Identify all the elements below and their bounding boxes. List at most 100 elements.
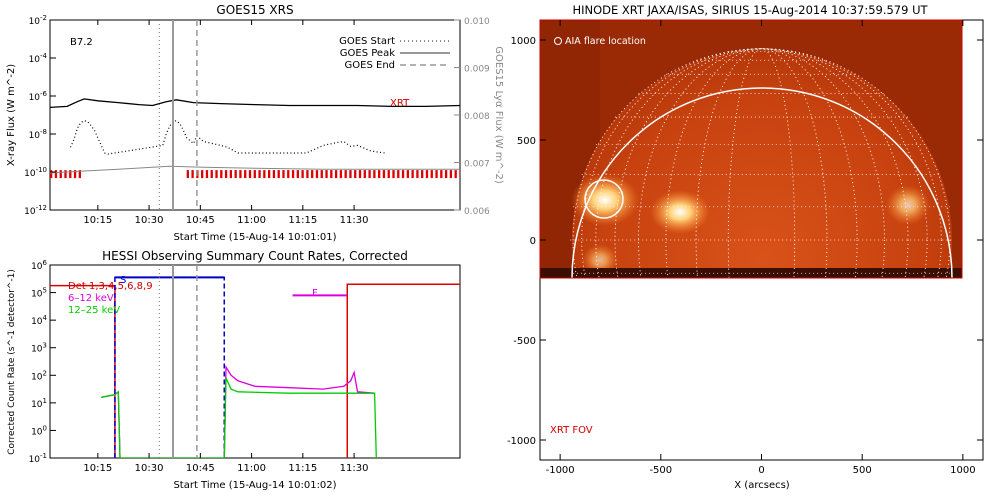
- goes-y-tick-label: 10-2: [29, 14, 47, 27]
- goes-y-tick-label: 10-12: [24, 204, 47, 217]
- goes-y2-tick-label: 0.007: [464, 160, 490, 170]
- xrt-grid-lon: [614, 48, 909, 278]
- goes-red-bar-1: [277, 170, 280, 179]
- xrt-y-tick-label: -500: [513, 336, 536, 347]
- goes-red-bar-1: [220, 170, 223, 179]
- xrt-solar-image: [540, 20, 962, 278]
- goes-red-bar-1: [334, 170, 338, 179]
- hessi-x-label: Start Time (15-Aug-14 10:01:02): [173, 480, 336, 491]
- goes-red-bar-1: [244, 170, 247, 179]
- goes-red-bar-0: [73, 170, 77, 179]
- xrt-grid-lon: [727, 48, 796, 278]
- goes-x-tick-label: 11:30: [340, 215, 369, 226]
- hessi-y-tick-label: 10-1: [29, 452, 47, 465]
- hessi-flag-s: S: [120, 275, 126, 286]
- goes-red-bar-1: [421, 170, 424, 179]
- goes-red-bar-1: [320, 170, 323, 179]
- goes-series-line-0: [50, 98, 460, 109]
- goes-red-bar-1: [234, 170, 237, 179]
- goes-red-bar-1: [373, 170, 376, 179]
- goes-red-bar-1: [229, 170, 233, 179]
- hessi-x-tick-label: 10:45: [186, 463, 215, 474]
- xrt-aia-annotation: AIA flare location: [565, 36, 646, 47]
- goes-red-bar-1: [291, 170, 295, 179]
- goes-red-bar-0: [78, 170, 81, 179]
- goes-red-bar-1: [282, 170, 285, 179]
- goes-y2-label: GOES15 Lyα Flux (W m^-2): [493, 46, 504, 184]
- goes-red-bar-1: [306, 170, 309, 179]
- aia-legend-marker: [554, 37, 562, 45]
- goes-red-bar-1: [401, 170, 405, 179]
- hessi-legend: Det 1,3,4,5,6,8,9 6–12 keV 12–25 keV: [68, 281, 153, 316]
- hessi-panel: HESSI Observing Summary Count Rates, Cor…: [7, 249, 461, 491]
- xrt-y-tick-label: 500: [517, 136, 536, 147]
- goes-y2-tick-label: 0.006: [464, 207, 490, 217]
- goes-red-bar-1: [325, 170, 328, 179]
- goes-red-bar-1: [210, 170, 213, 179]
- goes-red-bar-1: [444, 170, 448, 179]
- goes-red-bar-1: [435, 170, 438, 179]
- aia-flare-circle: [584, 179, 624, 219]
- goes-red-bar-0: [54, 170, 58, 179]
- hessi-flag-f: F: [312, 288, 318, 299]
- hessi-y-tick-label: 104: [31, 314, 47, 327]
- goes-red-bar-1: [272, 170, 276, 179]
- legend-hessi-12-25: 12–25 keV: [68, 305, 120, 316]
- xrt-fov-annotation: XRT FOV: [550, 425, 593, 436]
- goes-red-bar-0: [69, 170, 72, 179]
- goes-red-bar-1: [287, 170, 290, 179]
- goes-legend: GOES Start GOES Peak GOES End: [339, 36, 450, 71]
- hessi-y-tick-label: 100: [31, 424, 47, 437]
- xrt-image-panel: HINODE XRT JAXA/ISAS, SIRIUS 15-Aug-2014…: [507, 3, 984, 491]
- goes-red-bar-1: [378, 170, 381, 179]
- xrt-grid-lon: [695, 48, 828, 278]
- goes-red-bar-1: [301, 170, 304, 179]
- xrt-y-tick-label: -1000: [507, 436, 536, 447]
- hessi-x-tick-label: 11:30: [340, 463, 369, 474]
- solar-limb: [571, 87, 953, 279]
- goes-xrs-panel: GOES15 XRS 10:15 10:30 10:45 11:00 11:15 11:3…: [6, 3, 504, 243]
- xrt-grid-lon: [638, 48, 885, 278]
- goes-red-bar-1: [449, 170, 453, 179]
- goes-plot-frame: [49, 19, 461, 211]
- goes-series-line-2: [50, 165, 460, 174]
- legend-goes-peak: GOES Peak: [340, 48, 395, 59]
- xrt-y-tick-label: 0: [530, 236, 536, 247]
- goes-red-bar-1: [354, 170, 357, 179]
- goes-red-bar-1: [344, 170, 347, 179]
- goes-y2-tick-label: 0.010: [464, 17, 490, 27]
- goes-red-bar-1: [387, 170, 390, 179]
- goes-red-bar-1: [258, 170, 261, 179]
- goes-red-bar-1: [315, 170, 319, 179]
- hessi-x-tick-label: 10:15: [83, 463, 112, 474]
- hessi-y-label: Corrected Count Rate (s^-1 detector^-1): [7, 269, 17, 455]
- goes-red-bar-1: [382, 170, 386, 179]
- legend-goes-start: GOES Start: [339, 36, 395, 47]
- goes-x-tick-label: 11:00: [237, 215, 266, 226]
- goes-red-bar-1: [339, 170, 343, 179]
- hessi-title: HESSI Observing Summary Count Rates, Cor…: [102, 249, 408, 263]
- xrt-x-tick-label: -500: [649, 465, 672, 476]
- hessi-x-tick-label: 10:30: [135, 463, 164, 474]
- goes-red-bar-0: [64, 170, 67, 179]
- xrt-x-tick-label: -1000: [546, 465, 575, 476]
- goes-red-bar-1: [416, 170, 419, 179]
- goes-red-bar-1: [397, 170, 400, 179]
- goes-y-tick-label: 10-6: [29, 90, 48, 103]
- legend-hessi-det: Det 1,3,4,5,6,8,9: [68, 281, 153, 292]
- goes-red-bar-1: [363, 170, 366, 179]
- goes-red-bar-1: [330, 170, 333, 179]
- goes-red-bar-1: [253, 170, 256, 179]
- goes-red-bar-1: [296, 170, 299, 179]
- hessi-x-tick-label: 11:15: [288, 463, 317, 474]
- goes-red-bar-1: [248, 170, 252, 179]
- goes-red-bar-1: [459, 170, 460, 179]
- goes-y-label: X-ray Flux (W m^-2): [6, 64, 17, 166]
- legend-hessi-6-12: 6–12 keV: [68, 293, 114, 304]
- goes-red-bar-0: [59, 170, 62, 179]
- goes-class-label: B7.2: [70, 37, 93, 48]
- xrt-x-label: X (arcsecs): [734, 480, 790, 491]
- hessi-plot-frame: [49, 264, 461, 459]
- hessi-y-tick-label: 105: [31, 287, 47, 300]
